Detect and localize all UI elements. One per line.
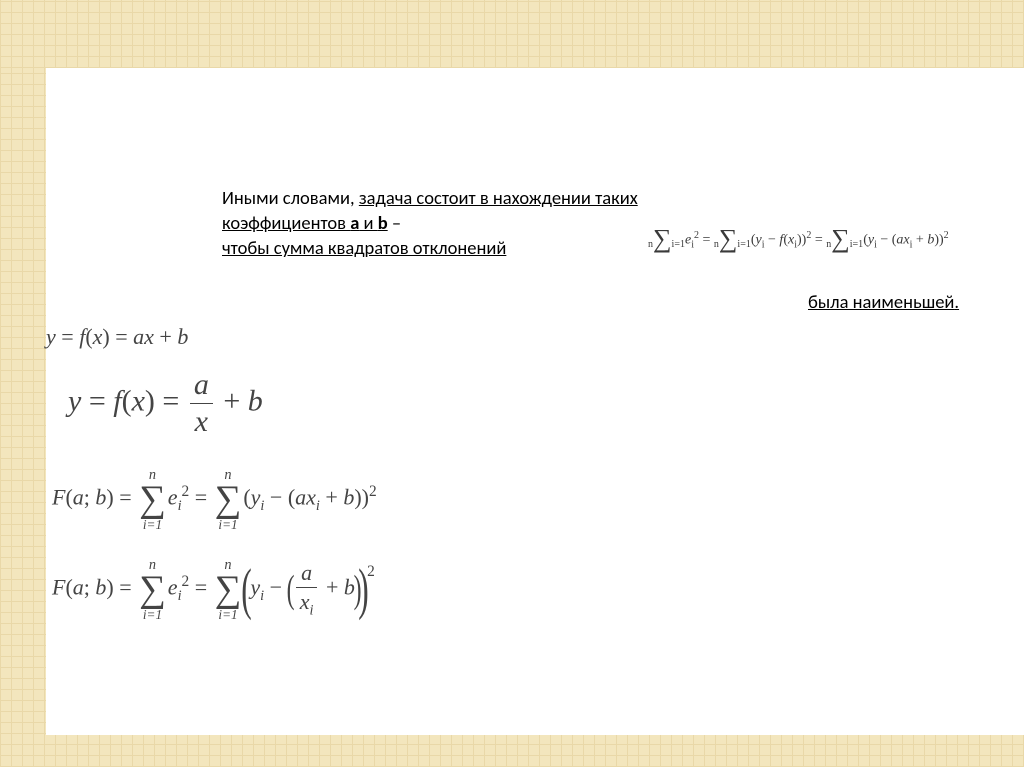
decorative-pattern-top bbox=[0, 0, 1024, 68]
formula-sse-reciprocal: F(a; b) = n ∑ i=1 ei2 = n ∑ i=1 (yi − ( … bbox=[52, 558, 375, 621]
slide-content: Иными словами, задача состоит в нахожден… bbox=[46, 68, 1024, 735]
intro-trailing: была наименьшей. bbox=[808, 290, 959, 313]
intro-and: и bbox=[359, 211, 377, 234]
intro-underlined-2: чтобы сумма квадратов отклонений bbox=[222, 236, 506, 259]
intro-prefix: Иными словами, bbox=[222, 186, 359, 209]
intro-text: Иными словами, задача состоит в нахожден… bbox=[222, 186, 642, 261]
decorative-pattern-left bbox=[0, 68, 46, 767]
formula-sse-linear: F(a; b) = n ∑ i=1 ei2 = n ∑ i=1 (yi − (a… bbox=[52, 468, 377, 531]
intro-coef-b: b bbox=[378, 211, 388, 234]
intro-dash: – bbox=[388, 211, 401, 234]
decorative-pattern-bottom bbox=[0, 735, 1024, 767]
inline-sum-formula: n∑i=1ei2 = n∑i=1(yi − f(xi))2 = n∑i=1(yi… bbox=[648, 228, 949, 252]
formula-linear: y = f(x) = ax + b bbox=[46, 324, 188, 350]
intro-coef-a: a bbox=[350, 211, 359, 234]
formula-reciprocal: y = f(x) = a x + b bbox=[68, 368, 263, 439]
